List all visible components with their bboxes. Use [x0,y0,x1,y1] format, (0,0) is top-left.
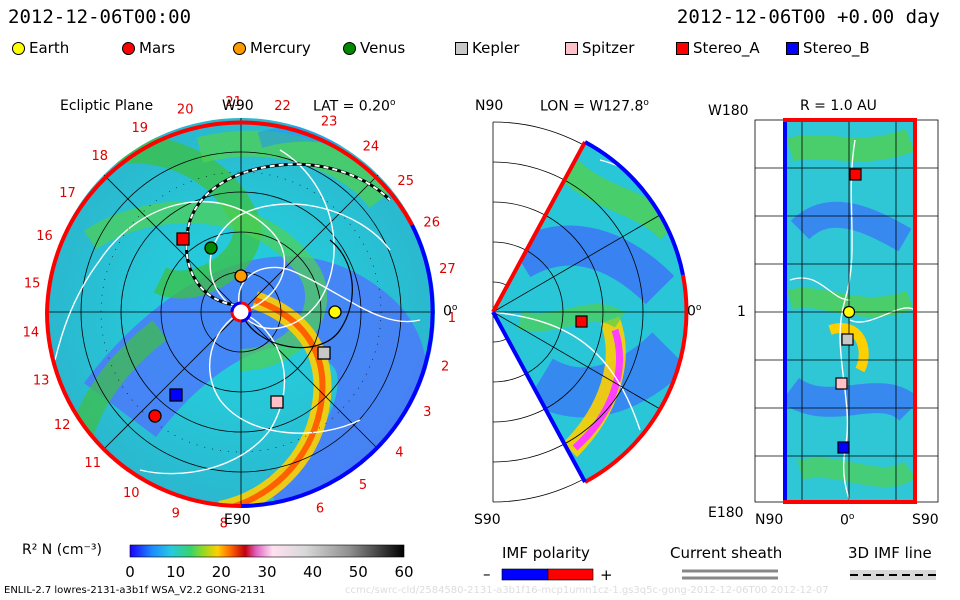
kepler-marker [455,41,468,55]
colorbar-label: R² N (cm⁻³) [22,542,102,558]
ecliptic-top-label: W90 [222,98,254,114]
spitzer-marker [565,41,578,55]
carrington-tick-26: 26 [423,216,440,231]
radial-spitzer-marker [835,377,848,390]
colorbar-tick-0: 0 [125,563,135,581]
carrington-ticks: 6543212726252423222120191817161514131211… [23,95,456,531]
colorbar-tick-30: 30 [257,563,276,581]
radial-x-mid-label: 0o [840,512,855,529]
colorbar-tick-20: 20 [212,563,231,581]
ecliptic-stereo-a-marker [176,232,190,246]
current-sheath-swatch [682,569,778,580]
ecliptic-panel [45,118,435,508]
carrington-tick-10: 10 [123,486,140,501]
imf-polarity-label: IMF polarity [502,544,590,562]
legend-spitzer: Spitzer [565,38,634,58]
radial-mid-left-label: 1 [737,304,746,320]
carrington-tick-12: 12 [54,418,71,433]
radial-earth-marker [842,305,856,319]
model-label: ENLIL-2.7 lowres-2131-a3b1f WSA_V2.2 GON… [4,585,266,596]
colorbar: 0 10 20 30 40 50 60 [125,544,414,581]
carrington-tick-24: 24 [363,140,380,155]
carrington-tick-5: 5 [359,478,367,493]
carrington-tick-19: 19 [132,121,149,136]
ecliptic-mercury-marker [234,269,248,283]
carrington-tick-16: 16 [36,229,53,244]
legend-mercury: Mercury [233,38,311,58]
imf-line-swatch [850,570,936,580]
radial-panel [754,118,939,504]
ecliptic-earth-marker [328,305,342,319]
radial-stereo-a-marker [849,168,862,181]
carrington-tick-25: 25 [397,174,414,189]
radial-x-left-label: N90 [755,512,784,528]
run-time-label: 2012-12-06T00 +0.00 day [676,6,940,28]
carrington-tick-23: 23 [321,114,338,129]
carrington-tick-2: 2 [441,359,449,374]
radial-radius-label: R = 1.0 AU [800,98,877,114]
legend-kepler: Kepler [455,38,519,58]
ecliptic-kepler-marker [317,346,331,360]
carrington-tick-27: 27 [439,262,456,277]
meridional-stereo-a-marker [575,315,588,328]
carrington-tick-8: 8 [220,516,228,531]
carrington-tick-1: 1 [448,311,456,326]
body-markers [148,232,342,423]
legend-venus: Venus [343,38,405,58]
ecliptic-spitzer-marker [270,395,284,409]
current-sheath-label: Current sheath [670,544,783,562]
watermark: ccmc/swrc-cld/2584580-2131-a3b1f16-mcp1u… [345,585,829,596]
ecliptic-stereo-b-marker [169,388,183,402]
legend-mars: Mars [122,38,175,58]
ecliptic-title: Ecliptic Plane [60,98,154,114]
imf-line-label: 3D IMF line [848,544,932,562]
imf-polarity-swatch [501,568,594,581]
carrington-tick-22: 22 [274,99,291,114]
venus-marker [343,41,356,55]
colorbar-tick-40: 40 [303,563,322,581]
meridional-panel [491,121,689,503]
radial-top-left-label: W180 [708,103,749,119]
carrington-tick-4: 4 [395,445,403,460]
carrington-tick-20: 20 [177,103,194,118]
radial-kepler-marker [841,333,854,346]
carrington-tick-21: 21 [225,95,242,110]
imf-plus: + [600,566,613,584]
earth-marker [12,41,25,55]
carrington-tick-3: 3 [423,405,431,420]
legend-earth: Earth [12,38,69,58]
carrington-tick-13: 13 [33,374,50,389]
ecliptic-bottom-label: E90 [224,512,251,528]
legend-stereo-b: Stereo_B [786,38,870,58]
carrington-tick-17: 17 [59,186,76,201]
meridional-top-label: N90 [475,98,504,114]
radial-stereo-b-marker [837,441,850,454]
meridional-right-label: 0o [687,303,702,320]
carrington-tick-6: 6 [316,502,324,517]
carrington-tick-14: 14 [23,326,40,341]
ecliptic-right-label: 0o [443,303,458,320]
stereo-b-marker [786,41,799,55]
carrington-tick-11: 11 [84,456,101,471]
carrington-tick-15: 15 [24,277,41,292]
carrington-tick-9: 9 [172,507,180,522]
mars-marker [122,41,135,55]
colorbar-tick-10: 10 [166,563,185,581]
colorbar-tick-60: 60 [394,563,413,581]
mercury-marker [233,41,246,55]
ecliptic-lat-label: LAT = 0.20o [313,98,396,115]
meridional-bottom-label: S90 [474,512,501,528]
legend-stereo-a: Stereo_A [676,38,760,58]
ecliptic-mars-marker [148,409,162,423]
imf-minus: – [483,565,491,583]
meridional-lon-label: LON = W127.8o [540,98,649,115]
radial-bottom-left-label: E180 [708,505,744,521]
ecliptic-venus-marker [204,241,218,255]
carrington-tick-18: 18 [92,149,109,164]
radial-x-right-label: S90 [912,512,939,528]
stereo-a-marker [676,41,689,55]
datetime-label: 2012-12-06T00:00 [8,6,192,28]
colorbar-tick-50: 50 [349,563,368,581]
